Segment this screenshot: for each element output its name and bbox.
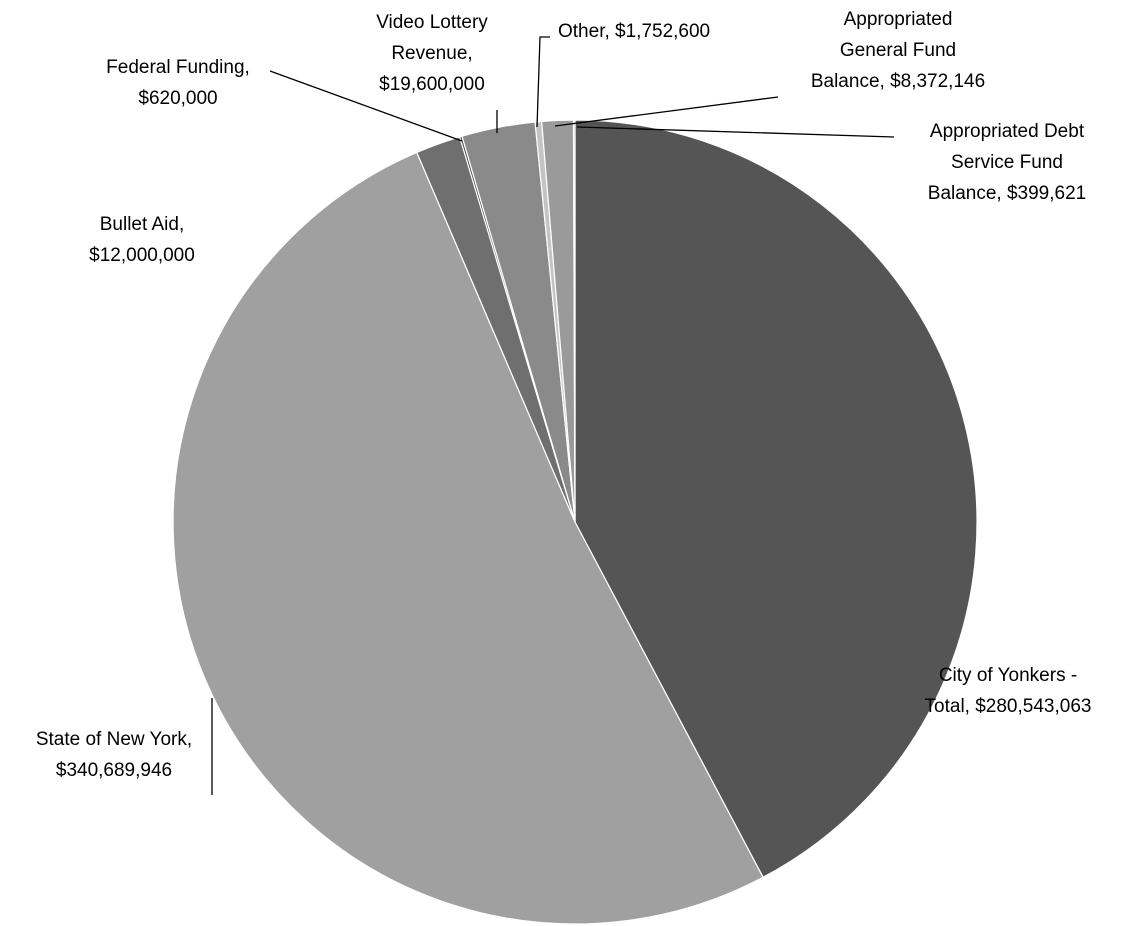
- slice-label-line: Appropriated: [844, 9, 953, 30]
- slice-label-line: State of New York,: [36, 729, 192, 750]
- slice-label-line: City of Yonkers -: [939, 665, 1077, 686]
- slice-label-line: Appropriated Debt: [930, 121, 1085, 142]
- slice-label-line: Total, $280,543,063: [925, 696, 1092, 717]
- pie-slices: [172, 119, 978, 925]
- slice-label-city-of-yonkers-total: City of Yonkers - Total, $280,543,063: [925, 665, 1092, 717]
- slice-label-video-lottery-revenue: Video Lottery Revenue, $19,600,000: [376, 12, 488, 95]
- slice-label-line: Other, $1,752,600: [558, 21, 710, 42]
- slice-label-line: Revenue,: [391, 43, 472, 64]
- slice-label-line: $340,689,946: [56, 760, 172, 781]
- slice-label-line: $19,600,000: [379, 74, 485, 95]
- slice-label-federal-funding: Federal Funding, $620,000: [106, 57, 250, 109]
- slice-label-other: Other, $1,752,600: [558, 21, 710, 42]
- leader-line-other: [536, 36, 550, 128]
- slice-state-of-new-york: [172, 151, 764, 925]
- slice-label-line: Video Lottery: [376, 12, 488, 33]
- slice-label-line: $620,000: [138, 88, 217, 109]
- leader-line-federal-funding: [269, 70, 463, 142]
- slice-label-appropriated-debt-service-fund-balance: Appropriated Debt Service Fund Balance, $3…: [928, 121, 1086, 204]
- slice-label-line: Bullet Aid,: [100, 214, 185, 235]
- slice-label-line: Federal Funding,: [106, 57, 250, 78]
- slice-label-state-of-new-york: State of New York, $340,689,946: [36, 729, 192, 781]
- slice-label-line: Service Fund: [951, 152, 1063, 173]
- slice-label-line: $12,000,000: [89, 245, 195, 266]
- leader-line-appropriated-general-fund-balance: [554, 96, 779, 127]
- slice-label-line: Balance, $399,621: [928, 183, 1086, 204]
- slice-city-of-yonkers-total: [574, 119, 978, 879]
- slice-labels: City of Yonkers - Total, $280,543,063 Stat…: [36, 9, 1092, 781]
- slice-label-bullet-aid: Bullet Aid, $12,000,000: [89, 214, 195, 266]
- slice-appropriated-debt-service-fund-balance: [572, 119, 576, 523]
- slice-label-appropriated-general-fund-balance: Appropriated General Fund Balance, $8,372,…: [811, 9, 985, 92]
- slice-label-line: General Fund: [840, 40, 956, 61]
- leader-line-appropriated-debt-service-fund-balance: [576, 126, 895, 138]
- leader-lines: [211, 36, 895, 795]
- slice-label-line: Balance, $8,372,146: [811, 71, 985, 92]
